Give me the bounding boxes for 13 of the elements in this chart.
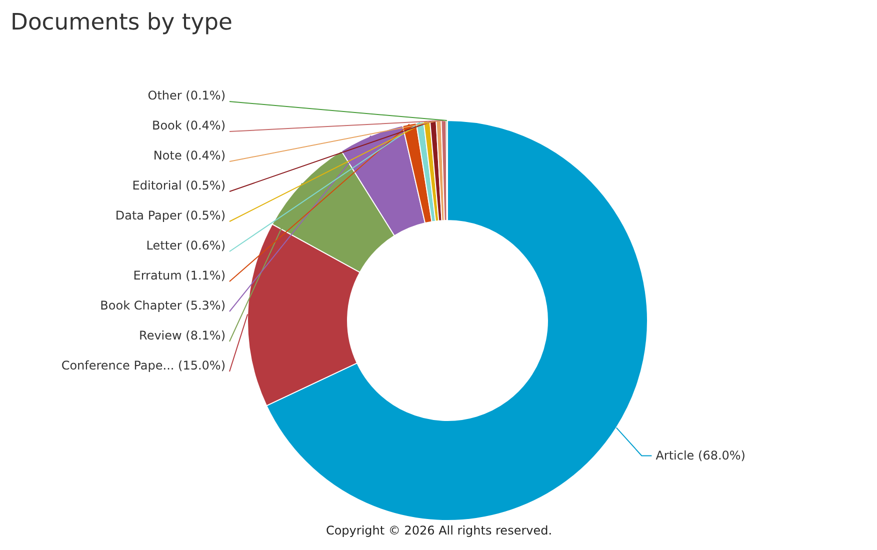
slice-label: Conference Pape... (15.0%) bbox=[61, 358, 226, 372]
slice-label: Book Chapter (5.3%) bbox=[100, 298, 226, 312]
slice-label: Data Paper (0.5%) bbox=[115, 208, 226, 222]
slice-label: Letter (0.6%) bbox=[146, 238, 226, 252]
slice-label: Article (68.0%) bbox=[656, 448, 746, 463]
slice-label: Editorial (0.5%) bbox=[132, 178, 226, 192]
slice-label: Review (8.1%) bbox=[139, 328, 226, 342]
chart-title: Documents by type bbox=[10, 10, 232, 36]
slice-label: Book (0.4%) bbox=[152, 118, 226, 132]
slice-label: Note (0.4%) bbox=[153, 148, 226, 162]
slice-label: Other (0.1%) bbox=[148, 88, 226, 102]
slice-label: Erratum (1.1%) bbox=[133, 268, 226, 282]
text: Copyright © 2026 All rights reserved. bbox=[326, 524, 552, 538]
